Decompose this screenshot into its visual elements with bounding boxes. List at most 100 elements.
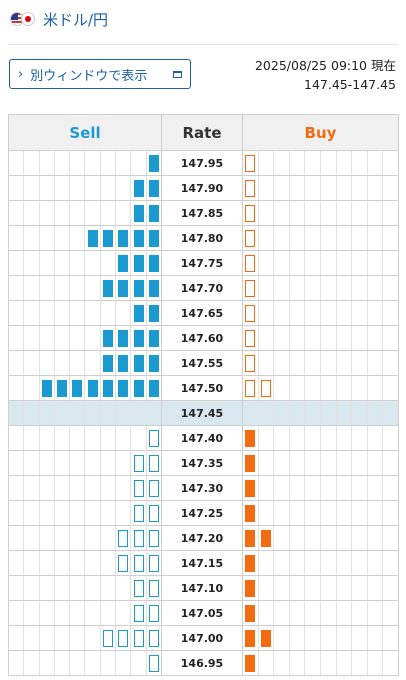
grid-cell xyxy=(147,326,161,350)
grid-cell xyxy=(116,401,132,425)
grid-cell xyxy=(337,576,353,600)
sell-depth-grid xyxy=(9,551,161,575)
grid-cell xyxy=(116,226,132,250)
grid-cell xyxy=(85,626,101,650)
grid-cell xyxy=(101,401,117,425)
sell-depth-block xyxy=(133,254,144,272)
grid-cell xyxy=(259,501,275,525)
grid-cell xyxy=(368,651,384,675)
grid-cell xyxy=(368,451,384,475)
buy-depth-block xyxy=(245,154,256,172)
grid-cell xyxy=(24,626,40,650)
buy-depth-cell xyxy=(242,225,399,251)
grid-cell xyxy=(116,476,132,500)
rate-cell: 147.45 xyxy=(161,400,243,426)
grid-cell xyxy=(40,276,55,300)
rate-cell: 147.05 xyxy=(161,600,243,626)
sell-depth-block xyxy=(133,504,144,522)
grid-cell xyxy=(24,151,40,175)
buy-depth-cell xyxy=(242,250,399,276)
grid-cell xyxy=(352,576,368,600)
rate-cell: 147.15 xyxy=(161,550,243,576)
grid-cell xyxy=(85,526,101,550)
sell-depth-block xyxy=(133,479,144,497)
grid-cell xyxy=(290,551,306,575)
grid-cell xyxy=(383,251,398,275)
grid-cell xyxy=(383,526,398,550)
grid-cell xyxy=(116,601,132,625)
buy-depth-grid xyxy=(243,551,398,575)
grid-cell xyxy=(70,251,86,275)
grid-cell xyxy=(85,601,101,625)
grid-cell xyxy=(116,301,132,325)
sell-depth-grid xyxy=(9,301,161,325)
grid-cell xyxy=(101,376,117,400)
grid-cell xyxy=(85,176,101,200)
grid-cell xyxy=(383,601,398,625)
grid-cell xyxy=(40,226,55,250)
header-divider xyxy=(8,44,398,45)
grid-cell xyxy=(352,426,368,450)
buy-depth-cell xyxy=(242,375,399,401)
grid-cell xyxy=(55,526,71,550)
grid-cell xyxy=(101,451,117,475)
grid-cell xyxy=(243,276,259,300)
grid-cell xyxy=(290,626,306,650)
grid-cell xyxy=(147,476,161,500)
sell-depth-block xyxy=(87,229,98,247)
grid-cell xyxy=(368,426,384,450)
grid-cell xyxy=(70,526,86,550)
grid-cell xyxy=(305,651,321,675)
grid-cell xyxy=(259,151,275,175)
grid-cell xyxy=(305,326,321,350)
open-new-window-button[interactable]: › 別ウィンドウで表示 xyxy=(9,59,191,89)
sell-depth-block xyxy=(102,329,113,347)
grid-cell xyxy=(40,376,55,400)
grid-cell xyxy=(9,326,25,350)
grid-cell xyxy=(337,551,353,575)
rate-cell: 147.90 xyxy=(161,175,243,201)
grid-cell xyxy=(243,451,259,475)
open-new-window-label: 別ウィンドウで表示 xyxy=(30,68,148,84)
grid-cell xyxy=(368,301,384,325)
grid-cell xyxy=(274,226,290,250)
sell-depth-block xyxy=(57,379,68,397)
grid-cell xyxy=(147,626,161,650)
order-book-row: 147.85 xyxy=(8,200,399,226)
grid-cell xyxy=(116,276,132,300)
grid-cell xyxy=(55,376,71,400)
grid-cell xyxy=(85,351,101,375)
grid-cell xyxy=(352,651,368,675)
sell-depth-block xyxy=(148,554,159,572)
grid-cell xyxy=(290,426,306,450)
buy-depth-cell xyxy=(242,175,399,201)
grid-cell xyxy=(383,276,398,300)
grid-cell xyxy=(24,376,40,400)
grid-cell xyxy=(9,251,25,275)
grid-cell xyxy=(55,451,71,475)
grid-cell xyxy=(85,276,101,300)
sell-depth-grid xyxy=(9,601,161,625)
buy-depth-block xyxy=(245,529,256,547)
grid-cell xyxy=(337,351,353,375)
grid-cell xyxy=(131,601,147,625)
grid-cell xyxy=(290,176,306,200)
rate-cell: 147.40 xyxy=(161,425,243,451)
grid-cell xyxy=(9,551,25,575)
grid-cell xyxy=(101,276,117,300)
sell-depth-grid xyxy=(9,651,161,675)
grid-cell xyxy=(131,651,147,675)
grid-cell xyxy=(101,601,117,625)
grid-cell xyxy=(352,251,368,275)
buy-depth-cell xyxy=(242,200,399,226)
grid-cell xyxy=(55,276,71,300)
grid-cell xyxy=(70,226,86,250)
grid-cell xyxy=(274,601,290,625)
rate-cell: 147.60 xyxy=(161,325,243,351)
grid-cell xyxy=(116,501,132,525)
grid-cell xyxy=(40,326,55,350)
grid-cell xyxy=(116,176,132,200)
grid-cell xyxy=(24,601,40,625)
buy-depth-grid xyxy=(243,276,398,300)
sell-depth-cell xyxy=(8,425,162,451)
